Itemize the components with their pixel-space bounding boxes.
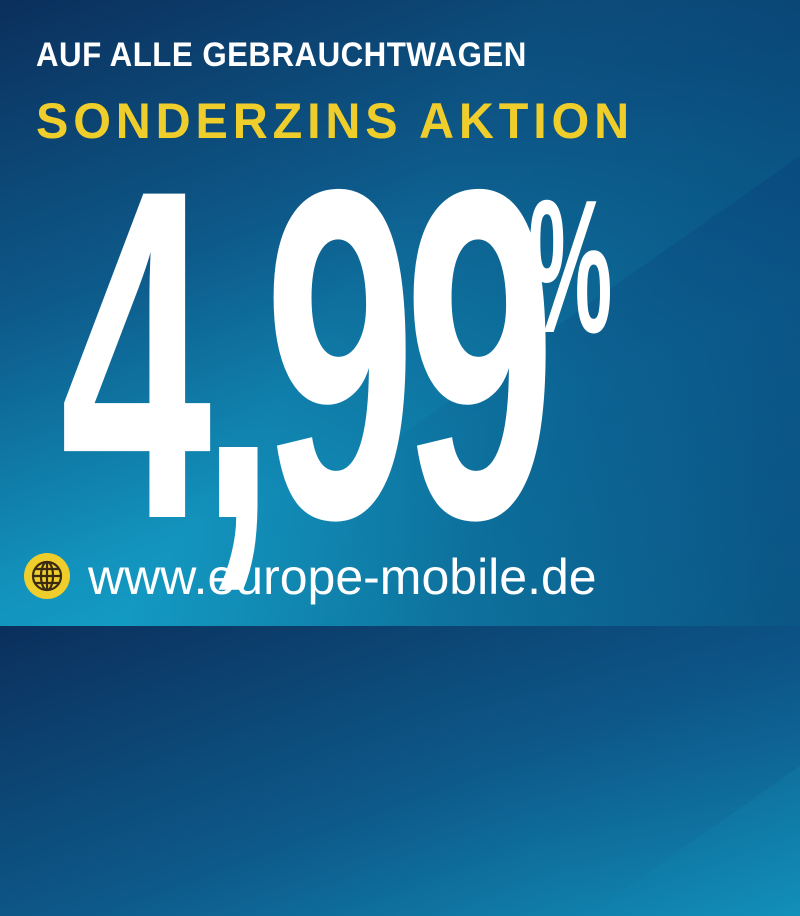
subheadline: SONDERZINS AKTION: [36, 93, 635, 149]
website-link[interactable]: www.europe-mobile.de: [88, 549, 597, 605]
headline: AUF ALLE GEBRAUCHTWAGEN: [36, 36, 527, 74]
globe-icon: [24, 553, 70, 599]
interest-rate: 4,99: [60, 92, 556, 617]
percent-sign: %: [528, 161, 613, 373]
background-shade: [0, 0, 800, 626]
